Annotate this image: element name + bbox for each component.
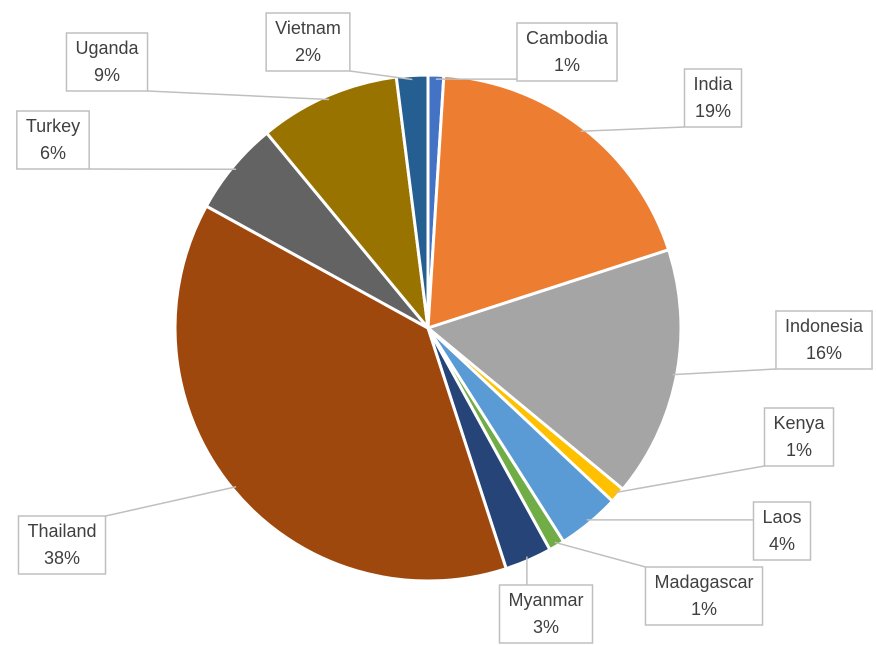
label-box xyxy=(763,407,835,467)
value-label: 1% xyxy=(691,599,717,619)
value-label: 1% xyxy=(554,55,580,75)
data-label: Kenya 1% xyxy=(614,407,835,494)
value-label: 4% xyxy=(769,534,795,554)
slice xyxy=(264,75,431,333)
data-label: Cambodia 1% xyxy=(435,22,618,82)
category-label: India xyxy=(693,74,733,94)
label-box xyxy=(516,22,618,82)
value-label: 38% xyxy=(44,548,80,568)
data-label: Uganda 9% xyxy=(65,32,330,101)
data-label: Myanmar 3% xyxy=(498,556,594,644)
category-label: Kenya xyxy=(773,413,825,433)
category-label: Indonesia xyxy=(785,316,864,336)
value-label: 2% xyxy=(295,45,321,65)
category-label: Uganda xyxy=(75,38,139,58)
value-label: 6% xyxy=(40,143,66,163)
label-box xyxy=(498,584,594,644)
slice xyxy=(173,204,509,583)
label-box xyxy=(17,515,107,575)
category-label: Madagascar xyxy=(654,572,753,592)
label-box xyxy=(65,32,149,92)
category-label: Laos xyxy=(762,507,801,527)
category-label: Vietnam xyxy=(275,18,341,38)
category-label: Cambodia xyxy=(526,28,609,48)
label-box xyxy=(752,501,812,561)
data-label: Laos 4% xyxy=(586,501,812,561)
slices xyxy=(173,73,683,583)
leader-line xyxy=(580,126,685,133)
leader-line xyxy=(105,485,237,517)
data-label: Thailand 38% xyxy=(17,485,237,575)
label-box xyxy=(775,310,873,370)
leader-line xyxy=(349,70,413,81)
slice xyxy=(424,247,683,492)
value-label: 16% xyxy=(806,343,842,363)
value-label: 19% xyxy=(695,101,731,121)
data-label: Turkey 6% xyxy=(16,110,237,171)
data-label: Indonesia 16% xyxy=(672,310,873,376)
leader-line xyxy=(147,90,330,101)
labels: Cambodia 1% India 19% Indonesia 16% Kenya 1% Lao… xyxy=(16,12,873,644)
value-label: 9% xyxy=(94,65,120,85)
data-label: Madagascar 1% xyxy=(554,541,764,626)
data-label: India 19% xyxy=(580,68,743,133)
category-label: Turkey xyxy=(26,116,80,136)
value-label: 1% xyxy=(786,440,812,460)
leader-line xyxy=(554,541,646,568)
label-box xyxy=(644,566,764,626)
category-label: Thailand xyxy=(27,521,96,541)
label-box xyxy=(683,68,743,128)
data-label: Vietnam 2% xyxy=(265,12,413,81)
label-box xyxy=(16,110,90,170)
label-box xyxy=(265,12,351,72)
leader-line xyxy=(614,465,765,494)
category-label: Myanmar xyxy=(508,590,583,610)
leader-line xyxy=(672,368,777,376)
value-label: 3% xyxy=(533,617,559,637)
